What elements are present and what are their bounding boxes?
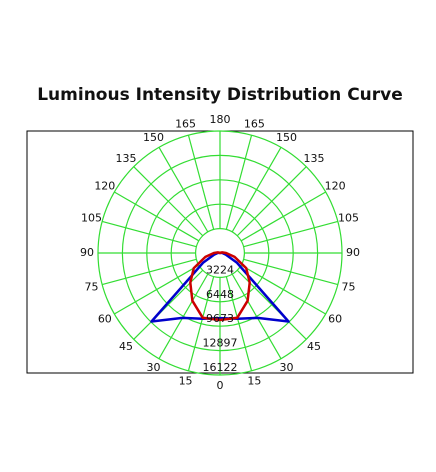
angle-label: 120	[325, 180, 346, 193]
angle-label: 30	[147, 361, 161, 374]
angle-label: 105	[81, 212, 102, 225]
radial-tick-label: 16122	[203, 361, 238, 374]
grid-spoke	[240, 264, 326, 315]
grid-spoke	[225, 135, 253, 230]
radial-tick-label: 12897	[203, 337, 238, 350]
grid-spoke	[243, 258, 338, 286]
grid-spoke	[231, 147, 282, 233]
angle-label: 150	[143, 131, 164, 144]
angle-label: 150	[276, 131, 297, 144]
grid-spoke	[114, 264, 200, 315]
angle-label: 165	[244, 118, 265, 131]
grid-spoke	[231, 273, 282, 359]
grid-spoke	[158, 147, 209, 233]
angle-label: 30	[280, 361, 294, 374]
intensity-curve	[189, 251, 251, 322]
angle-label: 0	[217, 379, 224, 392]
angle-label: 90	[80, 246, 94, 259]
grid-spoke	[102, 258, 197, 286]
angle-label: 180	[210, 113, 231, 126]
chart-title: Luminous Intensity Distribution Curve	[37, 85, 403, 105]
grid-spoke	[102, 220, 197, 248]
angle-label: 45	[307, 340, 321, 353]
grid-spoke	[158, 273, 209, 359]
angle-label: 105	[338, 212, 359, 225]
angle-label: 165	[175, 118, 196, 131]
angle-label: 15	[179, 374, 193, 387]
grid-spoke	[236, 166, 307, 237]
angle-label: 60	[328, 313, 342, 326]
radial-tick-label: 6448	[206, 288, 234, 301]
angle-label: 90	[346, 246, 360, 259]
grid-spoke	[225, 276, 253, 371]
angle-label: 75	[85, 280, 99, 293]
angle-label: 75	[341, 280, 355, 293]
grid-spoke	[114, 191, 200, 242]
angle-label: 135	[304, 152, 325, 165]
angle-label: 45	[119, 340, 133, 353]
grid-spoke	[240, 191, 326, 242]
grid-spoke	[243, 220, 338, 248]
grid-spoke	[187, 135, 215, 230]
angle-label: 60	[98, 313, 112, 326]
angle-label: 15	[247, 374, 261, 387]
radial-tick-label: 3224	[206, 263, 234, 276]
angle-label: 120	[94, 180, 115, 193]
angle-label: 135	[115, 152, 136, 165]
grid-spoke	[133, 166, 204, 237]
grid-spoke	[187, 276, 215, 371]
radial-tick-label: 9673	[206, 312, 234, 325]
